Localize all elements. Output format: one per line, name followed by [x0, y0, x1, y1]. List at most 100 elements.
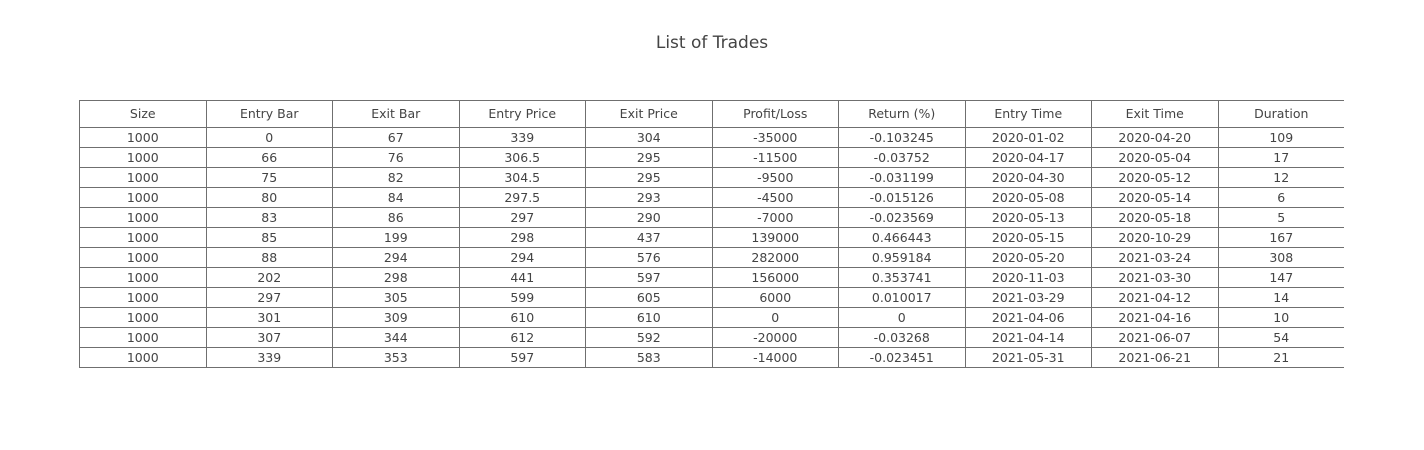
cell-exit-time: 2020-05-12: [1091, 167, 1219, 188]
cell-entry-price: 441: [458, 267, 586, 288]
cell-entry-price: 599: [458, 287, 586, 308]
cell-size: 1000: [79, 307, 207, 328]
cell-exit-price: 583: [585, 347, 713, 368]
cell-entry-time: 2020-11-03: [964, 267, 1092, 288]
cell-exit-bar: 76: [332, 147, 460, 168]
cell-exit-bar: 344: [332, 327, 460, 348]
cell-size: 1000: [79, 167, 207, 188]
cell-profit-loss: 282000: [711, 247, 839, 268]
column-header-duration: Duration: [1217, 100, 1344, 128]
header-row: Size Entry Bar Exit Bar Entry Price Exit Pri…: [79, 100, 1344, 128]
cell-duration: 6: [1217, 187, 1344, 208]
column-header-entry-price: Entry Price: [458, 100, 586, 128]
cell-profit-loss: -35000: [711, 127, 839, 148]
trades-table-container[interactable]: Size Entry Bar Exit Bar Entry Price Exit Pri…: [79, 100, 1344, 372]
table-row: 1000 307 344 612 592 -20000 -0.03268 2021-04-14…: [79, 327, 1344, 348]
cell-exit-bar: 305: [332, 287, 460, 308]
cell-exit-bar: 84: [332, 187, 460, 208]
cell-duration: 14: [1217, 287, 1344, 308]
cell-entry-price: 304.5: [458, 167, 586, 188]
cell-entry-time: 2020-05-15: [964, 227, 1092, 248]
cell-size: 1000: [79, 207, 207, 228]
cell-size: 1000: [79, 147, 207, 168]
table-row: 1000 88 294 294 576 282000 0.959184 2020-05-20 2…: [79, 247, 1344, 268]
cell-exit-price: 304: [585, 127, 713, 148]
table-row: 1000 85 199 298 437 139000 0.466443 2020-05-15 2…: [79, 227, 1344, 248]
cell-size: 1000: [79, 227, 207, 248]
cell-entry-bar: 75: [205, 167, 333, 188]
cell-exit-price: 576: [585, 247, 713, 268]
cell-return-pct: -0.03752: [838, 147, 966, 168]
cell-exit-bar: 294: [332, 247, 460, 268]
cell-duration: 12: [1217, 167, 1344, 188]
cell-size: 1000: [79, 267, 207, 288]
table-row: 1000 80 84 297.5 293 -4500 -0.015126 2020-05-08…: [79, 187, 1344, 208]
cell-exit-price: 597: [585, 267, 713, 288]
cell-duration: 147: [1217, 267, 1344, 288]
cell-entry-time: 2020-05-08: [964, 187, 1092, 208]
cell-exit-bar: 82: [332, 167, 460, 188]
cell-entry-time: 2021-03-29: [964, 287, 1092, 308]
column-header-exit-time: Exit Time: [1091, 100, 1219, 128]
cell-profit-loss: -7000: [711, 207, 839, 228]
cell-entry-price: 297: [458, 207, 586, 228]
cell-size: 1000: [79, 247, 207, 268]
chart-title: List of Trades: [655, 33, 769, 53]
cell-exit-price: 290: [585, 207, 713, 228]
cell-entry-price: 297.5: [458, 187, 586, 208]
cell-exit-time: 2021-03-30: [1091, 267, 1219, 288]
cell-entry-price: 612: [458, 327, 586, 348]
cell-entry-bar: 339: [205, 347, 333, 368]
cell-return-pct: -0.023451: [838, 347, 966, 368]
cell-exit-price: 295: [585, 147, 713, 168]
cell-entry-price: 306.5: [458, 147, 586, 168]
cell-profit-loss: 139000: [711, 227, 839, 248]
cell-entry-price: 339: [458, 127, 586, 148]
cell-size: 1000: [79, 327, 207, 348]
column-header-return-pct: Return (%): [838, 100, 966, 128]
cell-return-pct: 0: [838, 307, 966, 328]
column-header-exit-price: Exit Price: [585, 100, 713, 128]
cell-duration: 21: [1217, 347, 1344, 368]
cell-exit-bar: 309: [332, 307, 460, 328]
cell-return-pct: -0.015126: [838, 187, 966, 208]
cell-profit-loss: 156000: [711, 267, 839, 288]
cell-exit-time: 2021-04-12: [1091, 287, 1219, 308]
cell-exit-time: 2020-04-20: [1091, 127, 1219, 148]
cell-exit-price: 610: [585, 307, 713, 328]
column-header-entry-bar: Entry Bar: [205, 100, 333, 128]
cell-duration: 167: [1217, 227, 1344, 248]
cell-entry-time: 2020-01-02: [964, 127, 1092, 148]
cell-return-pct: 0.353741: [838, 267, 966, 288]
cell-profit-loss: 6000: [711, 287, 839, 308]
cell-duration: 10: [1217, 307, 1344, 328]
cell-entry-time: 2021-04-06: [964, 307, 1092, 328]
table-row: 1000 75 82 304.5 295 -9500 -0.031199 2020-04-30…: [79, 167, 1344, 188]
cell-exit-bar: 353: [332, 347, 460, 368]
table-row: 1000 301 309 610 610 0 0 2021-04-06 2021-04-16 10: [79, 307, 1344, 328]
cell-entry-time: 2020-04-17: [964, 147, 1092, 168]
cell-size: 1000: [79, 347, 207, 368]
cell-entry-time: 2020-05-20: [964, 247, 1092, 268]
cell-entry-bar: 83: [205, 207, 333, 228]
cell-entry-price: 298: [458, 227, 586, 248]
column-header-profit-loss: Profit/Loss: [711, 100, 839, 128]
cell-duration: 54: [1217, 327, 1344, 348]
cell-return-pct: -0.03268: [838, 327, 966, 348]
cell-entry-bar: 66: [205, 147, 333, 168]
cell-entry-bar: 297: [205, 287, 333, 308]
cell-duration: 308: [1217, 247, 1344, 268]
cell-exit-time: 2020-05-04: [1091, 147, 1219, 168]
trades-table: Size Entry Bar Exit Bar Entry Price Exit Pri…: [79, 100, 1344, 368]
cell-entry-bar: 0: [205, 127, 333, 148]
cell-exit-time: 2021-06-07: [1091, 327, 1219, 348]
table-row: 1000 202 298 441 597 156000 0.353741 2020-11-03…: [79, 267, 1344, 288]
cell-return-pct: -0.031199: [838, 167, 966, 188]
cell-exit-time: 2020-05-14: [1091, 187, 1219, 208]
cell-exit-bar: 86: [332, 207, 460, 228]
cell-exit-price: 437: [585, 227, 713, 248]
cell-profit-loss: -11500: [711, 147, 839, 168]
table-body: 1000 0 67 339 304 -35000 -0.103245 2020-01-02 20…: [79, 127, 1344, 368]
cell-return-pct: 0.959184: [838, 247, 966, 268]
cell-entry-bar: 301: [205, 307, 333, 328]
